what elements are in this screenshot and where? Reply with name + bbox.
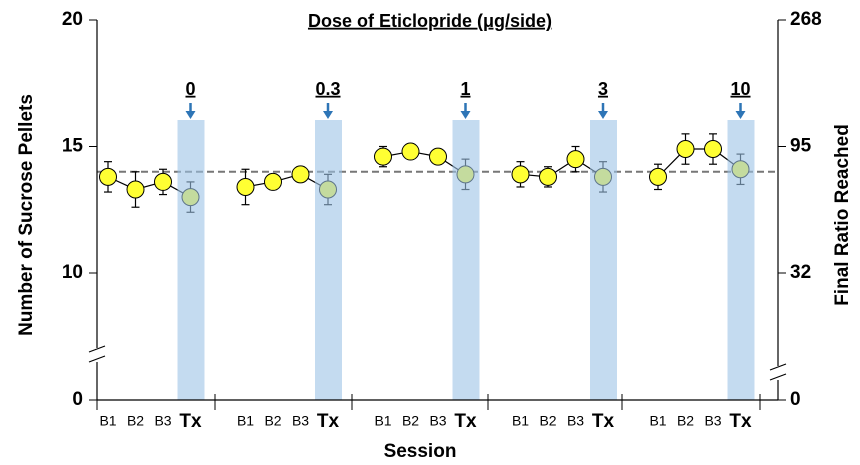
y2-tick-label: 268 <box>790 9 822 30</box>
data-point <box>676 140 695 159</box>
dose-label: 3 <box>598 79 608 99</box>
x-tick-label: Tx <box>179 411 202 432</box>
data-point <box>401 142 420 161</box>
y2-tick-label: 0 <box>790 389 801 410</box>
axes <box>96 20 779 401</box>
break-gap <box>90 348 104 362</box>
y2-tick-label: 32 <box>790 262 811 283</box>
x-tick-label: B1 <box>237 413 254 429</box>
data-point <box>429 147 447 166</box>
x-axis-label: Session <box>384 441 457 462</box>
x-tick-label: B1 <box>99 413 116 429</box>
x-tick-label: B3 <box>567 413 584 429</box>
break-mark <box>88 345 106 353</box>
break-mark <box>769 373 787 381</box>
x-tick-label: Tx <box>592 411 615 432</box>
x-tick-label: B2 <box>677 413 694 429</box>
y-tick-label: 20 <box>62 9 83 30</box>
series-line <box>520 158 604 178</box>
data-point <box>566 150 585 169</box>
y-axis-label: Number of Sucrose Pellets <box>16 94 37 336</box>
x-tick-label: Tx <box>454 411 477 432</box>
series-line <box>245 173 329 191</box>
y-tick-label: 0 <box>72 389 83 410</box>
data-point <box>374 147 392 166</box>
data-point <box>126 180 145 199</box>
treatment-band <box>727 120 755 400</box>
dose-label: 1 <box>460 79 470 99</box>
treatment-band <box>452 120 480 400</box>
x-tick-label: B1 <box>512 413 529 429</box>
x-tick-label: B2 <box>402 413 419 429</box>
dose-arrowhead <box>735 111 746 119</box>
data-point <box>291 165 310 184</box>
y2-axis-label: Final Ratio Reached <box>832 124 853 306</box>
x-tick-label: B2 <box>127 413 144 429</box>
x-tick-label: B2 <box>264 413 281 429</box>
x-tick-label: Tx <box>729 411 752 432</box>
chart-title: Dose of Eticlopride (μg/side) <box>308 11 552 31</box>
x-tick-label: B1 <box>374 413 391 429</box>
break-mark <box>88 355 106 363</box>
treatment-band <box>315 120 342 400</box>
dose-arrowhead <box>598 111 608 119</box>
series-line <box>657 148 741 178</box>
data-point <box>154 172 172 191</box>
dose-arrowhead <box>185 111 196 119</box>
dose-arrowhead <box>323 111 333 119</box>
break-mark <box>769 363 787 371</box>
series-line <box>382 150 466 175</box>
treatment-band <box>590 120 617 400</box>
y2-tick-label: 95 <box>790 136 812 157</box>
data-point <box>99 167 117 186</box>
series-line <box>107 176 191 198</box>
x-tick-label: B1 <box>649 413 666 429</box>
x-tick-label: B3 <box>292 413 309 429</box>
x-tick-label: B3 <box>429 413 446 429</box>
data-point <box>539 167 557 186</box>
y-tick-label: 10 <box>62 262 83 283</box>
y-tick-label: 15 <box>62 136 84 157</box>
axis-breaks <box>88 345 787 381</box>
x-tick-label: Tx <box>317 411 340 432</box>
treatment-band <box>177 120 205 400</box>
dose-label: 0.3 <box>315 79 340 99</box>
dose-label: 0 <box>185 79 195 99</box>
x-tick-label: B3 <box>154 413 171 429</box>
data-point <box>264 172 282 191</box>
data-point <box>704 140 722 159</box>
break-gap <box>771 366 785 380</box>
data-point <box>649 167 667 186</box>
x-tick-label: B2 <box>539 413 556 429</box>
dose-arrowhead <box>460 111 471 119</box>
data-point <box>236 177 255 196</box>
data-point <box>511 165 530 184</box>
dose-label: 10 <box>730 79 750 99</box>
x-tick-label: B3 <box>704 413 721 429</box>
